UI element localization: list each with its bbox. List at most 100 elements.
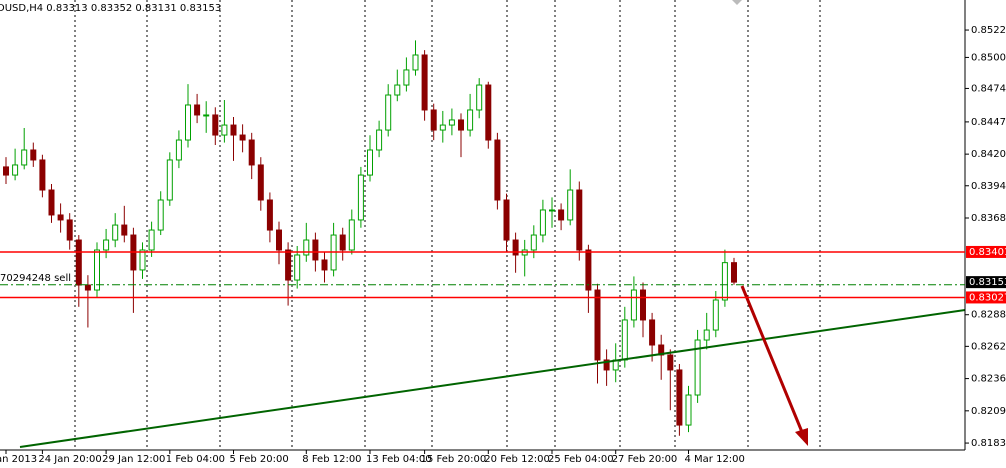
- x-tick-label: 25 Feb 04:00: [548, 454, 614, 465]
- x-tick-label: 4 Mar 12:00: [685, 454, 745, 465]
- x-tick-label: 24 Jan 20:00: [38, 454, 101, 465]
- candle-body: [585, 249, 592, 291]
- candle-body: [221, 124, 228, 136]
- candle-body: [3, 166, 9, 176]
- candle-body: [185, 104, 191, 141]
- candle-body: [530, 234, 537, 251]
- arrow-shaft: [740, 285, 804, 433]
- candle-body: [84, 284, 91, 291]
- y-tick-label: 0.82885: [971, 310, 1006, 321]
- y-tick-label: 0.85225: [971, 25, 1006, 36]
- candle-body: [485, 84, 492, 141]
- candle-body: [175, 139, 182, 161]
- x-tick-label: 1 Feb 04:00: [166, 454, 225, 465]
- candle-body: [339, 234, 346, 251]
- y-tick-label: 0.84205: [971, 149, 1006, 160]
- order-label: 70294248 sell: [0, 273, 71, 284]
- candle-body: [731, 262, 737, 283]
- candle-body: [94, 249, 100, 291]
- candle-body: [412, 54, 419, 71]
- marks: [3, 40, 966, 448]
- candle-body: [103, 239, 110, 251]
- candle-body: [239, 134, 246, 141]
- candle-body: [348, 219, 355, 251]
- candle-body: [248, 139, 255, 166]
- candle-body: [57, 214, 64, 221]
- chart-title: DUSD,H4 0.83313 0.83352 0.83131 0.83153: [0, 3, 221, 14]
- candle-body: [494, 139, 501, 201]
- candle-body: [448, 119, 455, 126]
- candle-body: [539, 209, 546, 236]
- y-tick-label: 0.84745: [971, 83, 1006, 94]
- candle-body: [66, 219, 73, 241]
- arrow-head: [795, 428, 808, 446]
- candle-body: [567, 189, 574, 221]
- y-tick-label: 0.82625: [971, 341, 1006, 352]
- candle-body: [549, 209, 555, 212]
- candle-body: [294, 254, 301, 281]
- candle-body: [685, 394, 692, 426]
- bid-price-label: 0.83153: [969, 277, 1006, 288]
- candle-body: [367, 149, 373, 176]
- candle-body: [357, 174, 364, 221]
- candle-body: [394, 84, 401, 96]
- level-price-label: 0.83401: [969, 247, 1006, 258]
- candle-body: [676, 369, 683, 426]
- candle-body: [30, 149, 37, 161]
- level-price-box: [966, 291, 1006, 304]
- grid: [74, 0, 821, 450]
- candle-body: [439, 124, 446, 131]
- shift-marker: [732, 0, 742, 5]
- candle-body: [667, 354, 674, 371]
- candle-body: [712, 299, 719, 331]
- candle-body: [212, 114, 219, 136]
- candle-body: [376, 129, 383, 151]
- candle-body: [649, 319, 656, 346]
- x-tick-label: an 2013: [0, 454, 37, 465]
- x-tick-label: 5 Feb 20:00: [230, 454, 289, 465]
- candle-body: [148, 229, 155, 251]
- x-tick-label: 8 Feb 12:00: [302, 454, 361, 465]
- y-tick-label: 0.83945: [971, 181, 1006, 192]
- candle-body: [39, 159, 46, 191]
- candle-body: [594, 289, 601, 361]
- x-tick-label: 15 Feb 20:00: [421, 454, 487, 465]
- candle-body: [48, 189, 55, 216]
- candle-body: [458, 119, 464, 131]
- candle-body: [276, 229, 282, 251]
- candle-body: [166, 159, 173, 201]
- candle-body: [576, 189, 583, 251]
- candle-body: [694, 339, 701, 396]
- candle-body: [630, 289, 637, 321]
- candle-body: [640, 289, 646, 321]
- candle-body: [121, 224, 128, 236]
- candle-body: [385, 94, 392, 131]
- candle-body: [112, 224, 119, 241]
- bid-price-box: [966, 276, 1006, 289]
- arrow: [740, 285, 808, 446]
- x-tick-label: 27 Feb 20:00: [612, 454, 678, 465]
- level-price-box: [966, 245, 1006, 258]
- candle-body: [703, 329, 710, 341]
- trendline: [19, 308, 966, 448]
- candle-body: [512, 239, 519, 256]
- candle-body: [21, 149, 28, 166]
- candle-body: [194, 104, 201, 116]
- candle-body: [467, 109, 474, 131]
- y-tick-label: 0.82095: [971, 406, 1006, 417]
- candle-body: [558, 209, 565, 221]
- candle-body: [203, 114, 210, 117]
- candle-body: [476, 84, 483, 111]
- candle-body: [157, 199, 164, 231]
- candle-body: [403, 69, 410, 86]
- candle-body: [285, 249, 292, 281]
- y-tick-label: 0.81830: [971, 438, 1006, 449]
- candle-body: [430, 109, 437, 131]
